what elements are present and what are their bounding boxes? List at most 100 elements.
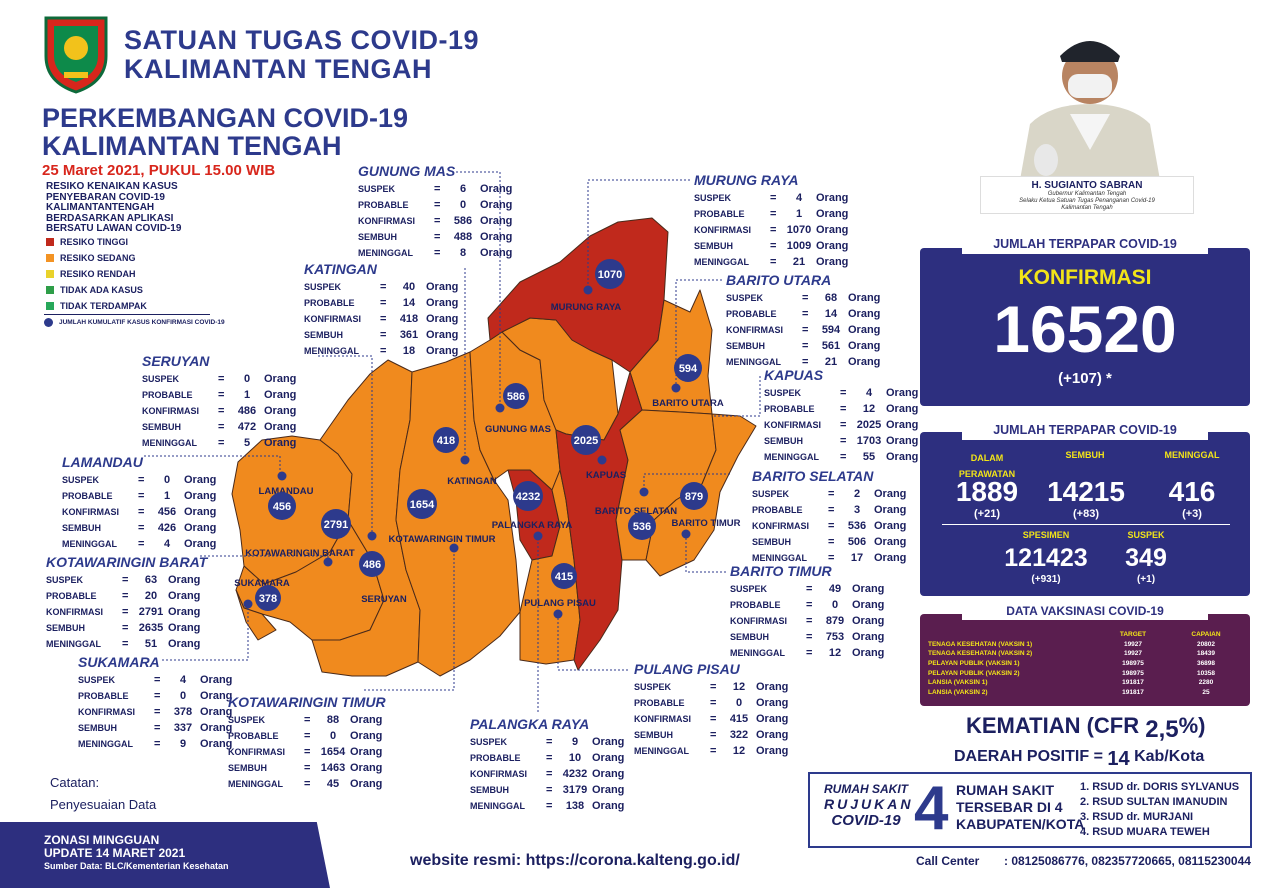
positive-regions-line: DAERAH POSITIF = 14 Kab/Kota <box>954 748 1205 770</box>
map-label-lamandau: LAMANDAU <box>259 486 314 497</box>
region-lamandau: LAMANDAU SUSPEK = 0 Orang PROBABLE = 1 Orang K… <box>62 454 217 550</box>
bubble-katingan: 418 <box>437 435 455 447</box>
bubble-icon <box>44 318 53 327</box>
risk-legend: RESIKO TINGGI RESIKO SEDANG RESIKO RENDA… <box>46 234 147 314</box>
legend-item: TIDAK ADA KASUS <box>46 282 147 298</box>
deaths-count: 416 <box>1168 476 1216 507</box>
bubble-seruyan: 486 <box>363 559 381 571</box>
map-label-kobar: KOTAWARINGIN BARAT <box>245 548 355 559</box>
region-kotawaringin-timur: KOTAWARINGIN TIMUR SUSPEK = 88 Orang PROBAB… <box>228 694 386 790</box>
region-pulang-pisau: PULANG PISAU SUSPEK = 12 Orang PROBABLE = 0 Or… <box>634 661 789 757</box>
table-row: TENAGA KESEHATAN (VAKSIN 2) 19927 18439 <box>928 650 1216 658</box>
note: Catatan: Penyesuaian Data <box>50 775 157 812</box>
organization-title: SATUAN TUGAS COVID-19 KALIMANTAN TENGAH <box>124 25 480 84</box>
list-item: 3. RSUD dr. MURJANI <box>1080 811 1194 823</box>
bubble-barito-selatan: 536 <box>633 521 651 533</box>
bubble-kobar: 2791 <box>324 519 348 531</box>
region-sukamara: SUKAMARA SUSPEK = 4 Orang PROBABLE = 0 Orang K… <box>78 654 233 750</box>
legend-divider <box>44 314 210 315</box>
bubble-pulang-pisau: 415 <box>555 571 573 583</box>
map-label-pulang-pisau: PULANG PISAU <box>524 598 596 609</box>
bubble-sukamara: 378 <box>259 593 277 605</box>
region-katingan: KATINGAN SUSPEK = 40 Orang PROBABLE = 14 Orang… <box>304 261 459 357</box>
legend-item: TIDAK TERDAMPAK <box>46 298 147 314</box>
legend-swatch <box>46 286 54 294</box>
legend-swatch <box>46 302 54 310</box>
website-link[interactable]: https://corona.kalteng.go.id/ <box>525 852 740 869</box>
map-region-seruyan <box>311 359 421 677</box>
map-region-sukamara <box>235 589 277 641</box>
in-care-count: 1889 <box>955 476 1019 507</box>
specimen-count: 121423 <box>1004 544 1088 572</box>
legend-swatch <box>46 238 54 246</box>
bubble-murung-raya: 1070 <box>598 269 622 281</box>
list-item: 2. RSUD SULTAN IMANUDIN <box>1080 796 1228 808</box>
cfr-line: KEMATIAN (CFR 2,5%) <box>966 713 1206 743</box>
region-palangka-raya: PALANGKA RAYA SUSPEK = 9 Orang PROBABLE = 10 O… <box>470 716 625 812</box>
legend-swatch <box>46 270 54 278</box>
hospital-count: 4 <box>914 774 949 843</box>
region-barito-utara: BARITO UTARA SUSPEK = 68 Orang PROBABLE = 14 O… <box>726 272 881 368</box>
legend-item: RESIKO TINGGI <box>46 234 147 250</box>
map-label-kotim: KOTAWARINGIN TIMUR <box>389 534 496 545</box>
confirmed-total: 16520 <box>993 292 1177 366</box>
bubble-kotim: 1654 <box>410 499 435 511</box>
confirmed-panel: KONFIRMASI 16520 (+107) * <box>920 248 1250 406</box>
bubble-kapuas: 2025 <box>574 435 598 447</box>
hospital-list: 1. RSUD dr. DORIS SYLVANUS 2. RSUD SULTAN… <box>1080 780 1239 840</box>
table-row: TENAGA KESEHATAN (VAKSIN 1) 19927 20802 <box>928 640 1216 648</box>
list-item: 1. RSUD dr. DORIS SYLVANUS <box>1080 781 1240 793</box>
vaccination-table: TARGET CAPAIAN TENAGA KESEHATAN (VAKSIN 1… <box>928 630 1244 697</box>
map-label-barito-utara: BARITO UTARA <box>652 398 724 409</box>
region-murung-raya: MURUNG RAYA SUSPEK = 4 Orang PROBABLE = 1 Oran… <box>694 172 849 268</box>
detail-panel-tag: JUMLAH TERPAPAR COVID-19 <box>962 420 1208 440</box>
map-label-seruyan: SERUYAN <box>361 594 407 605</box>
map-label-barito-timur: BARITO TIMUR <box>672 518 741 529</box>
map-label-murung-raya: MURUNG RAYA <box>551 302 622 313</box>
risk-legend-title: RESIKO KENAIKAN KASUS PENYEBARAN COVID-1… <box>46 181 182 234</box>
vaccination-panel-tag: DATA VAKSINASI COVID-19 <box>962 602 1208 620</box>
region-barito-selatan: BARITO SELATAN SUSPEK = 2 Orang PROBABLE = 3 O… <box>752 468 907 564</box>
website-line: website resmi: https://corona.kalteng.go… <box>410 852 740 869</box>
kalteng-emblem-logo <box>44 16 108 94</box>
legend-item: RESIKO RENDAH <box>46 266 147 282</box>
table-row: PELAYAN PUBLIK (VAKSIN 1) 198975 36898 <box>928 660 1216 668</box>
suspect-count: 349 <box>1125 544 1167 572</box>
region-kotawaringin-barat: KOTAWARINGIN BARAT SUSPEK = 63 Orang PROBAB… <box>46 554 208 650</box>
map-label-barito-selatan: BARITO SELATAN <box>595 506 677 517</box>
confirmed-panel-tag: JUMLAH TERPAPAR COVID-19 <box>962 234 1208 254</box>
region-kapuas: KAPUAS SUSPEK = 4 Orang PROBABLE = 12 Orang KO… <box>764 367 919 463</box>
table-row: LANSIA (VAKSIN 1) 191817 2280 <box>928 679 1214 687</box>
governor-photo <box>1000 20 1180 180</box>
recovered-count: 14215 <box>1047 476 1125 507</box>
map-label-palangka-raya: PALANGKA RAYA <box>492 520 573 531</box>
legend-item: RESIKO SEDANG <box>46 250 147 266</box>
bubble-barito-utara: 594 <box>679 363 698 375</box>
region-gunung-mas: GUNUNG MAS SUSPEK = 6 Orang PROBABLE = 0 Orang… <box>358 163 513 259</box>
map-label-katingan: KATINGAN <box>447 476 497 487</box>
call-center-numbers: : 08125086776, 082357720665, 08115230044 <box>1004 854 1251 868</box>
governor-caption: H. SUGIANTO SABRAN Gubernur Kalimantan T… <box>980 176 1194 214</box>
bubble-palangka-raya: 4232 <box>516 491 540 503</box>
map-label-sukamara: SUKAMARA <box>234 578 290 589</box>
call-center-label: Call Center <box>916 854 980 868</box>
list-item: 4. RSUD MUARA TEWEH <box>1080 826 1210 838</box>
detail-panel: DALAM PERAWATAN 1889 (+21) SEMBUH 14215 (… <box>920 432 1250 596</box>
detail-divider <box>942 524 1230 525</box>
region-barito-timur: BARITO TIMUR SUSPEK = 49 Orang PROBABLE = 0 Or… <box>730 563 885 659</box>
bubble-lamandau: 456 <box>273 501 291 513</box>
bubble-gunung-mas: 586 <box>507 391 525 403</box>
vaccination-panel: TARGET CAPAIAN TENAGA KESEHATAN (VAKSIN 1… <box>920 614 1250 706</box>
table-row: LANSIA (VAKSIN 2) 191817 25 <box>928 688 1210 696</box>
page-title: PERKEMBANGAN COVID-19 KALIMANTAN TENGAH <box>42 103 409 161</box>
bubble-barito-timur: 879 <box>685 491 703 503</box>
map-label-gunung-mas: GUNUNG MAS <box>485 424 551 435</box>
map-label-kapuas: KAPUAS <box>586 470 626 481</box>
legend-swatch <box>46 254 54 262</box>
legend-bubble-note: JUMLAH KUMULATIF KASUS KONFIRMASI COVID-… <box>44 318 225 327</box>
hospital-box: RUMAH SAKIT RUJUKAN COVID-19 4 RUMAH SAK… <box>808 772 1252 848</box>
footer-banner: ZONASI MINGGUAN UPDATE 14 MARET 2021 Sumb… <box>0 822 330 888</box>
report-date: 25 Maret 2021, PUKUL 15.00 WIB <box>42 162 276 179</box>
table-row: PELAYAN PUBLIK (VAKSIN 2) 198975 10358 <box>928 669 1216 677</box>
